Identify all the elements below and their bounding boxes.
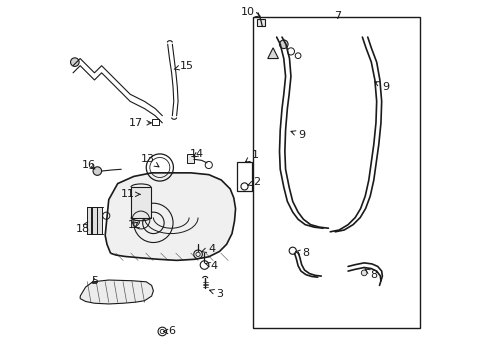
Circle shape (70, 58, 79, 66)
Circle shape (361, 270, 366, 276)
Bar (253, 18, 419, 328)
Text: 4: 4 (202, 244, 215, 253)
Text: 8: 8 (365, 269, 377, 280)
Bar (131, 187, 151, 217)
Bar (237, 162, 251, 191)
Polygon shape (267, 48, 278, 59)
Circle shape (279, 40, 287, 49)
Text: 14: 14 (190, 149, 204, 159)
Bar (187, 154, 193, 163)
Bar (151, 119, 159, 125)
Text: 5: 5 (91, 276, 99, 286)
Bar (257, 18, 264, 26)
Text: 1: 1 (245, 150, 258, 162)
Text: 9: 9 (290, 130, 305, 140)
Text: 18: 18 (76, 221, 90, 234)
Bar (97, 207, 102, 234)
Text: 12: 12 (127, 220, 141, 230)
Text: 3: 3 (209, 289, 223, 298)
PathPatch shape (80, 280, 153, 304)
Text: 17: 17 (128, 118, 151, 128)
Text: 13: 13 (141, 154, 159, 167)
Text: 11: 11 (120, 189, 140, 199)
Text: 10: 10 (241, 7, 260, 17)
Text: 4: 4 (204, 261, 217, 271)
PathPatch shape (105, 173, 235, 260)
Bar (92, 207, 97, 234)
Text: 7: 7 (333, 12, 340, 21)
Text: 16: 16 (82, 160, 96, 170)
Text: 9: 9 (374, 82, 388, 92)
Bar (86, 207, 91, 234)
Text: 2: 2 (247, 177, 260, 187)
Circle shape (93, 167, 102, 175)
Text: 6: 6 (163, 327, 174, 337)
Text: 15: 15 (174, 61, 193, 71)
Text: 8: 8 (295, 248, 309, 258)
